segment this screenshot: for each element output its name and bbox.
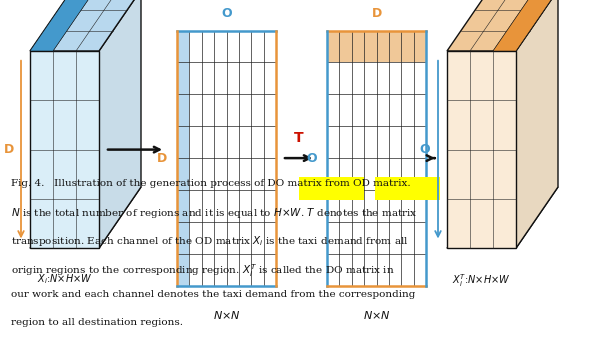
- Text: T: T: [293, 131, 304, 145]
- Text: transposition. Each channel of the OD matrix $X_i$ is the taxi demand from all: transposition. Each channel of the OD ma…: [11, 234, 409, 248]
- Polygon shape: [516, 0, 558, 248]
- Polygon shape: [447, 187, 558, 248]
- Polygon shape: [30, 51, 99, 248]
- Text: $N$$\times$$N$: $N$$\times$$N$: [362, 309, 391, 321]
- Text: $X_i^T$:$N$$\times$$H$$\times$$W$: $X_i^T$:$N$$\times$$H$$\times$$W$: [452, 272, 511, 289]
- Text: D: D: [157, 152, 167, 165]
- Polygon shape: [99, 0, 141, 248]
- Text: $X_i$:$N$$\times$$H$$\times$$W$: $X_i$:$N$$\times$$H$$\times$$W$: [37, 272, 92, 286]
- Text: D: D: [371, 7, 382, 20]
- Text: $N$$\times$$N$: $N$$\times$$N$: [212, 309, 241, 321]
- Text: our work and each channel denotes the taxi demand from the corresponding: our work and each channel denotes the ta…: [11, 290, 415, 299]
- Text: origin regions to the corresponding region. $X_i^T$ is called the DO matrix in: origin regions to the corresponding regi…: [11, 262, 394, 279]
- Text: O: O: [419, 143, 430, 156]
- Polygon shape: [493, 0, 558, 51]
- Polygon shape: [447, 51, 516, 248]
- Polygon shape: [30, 0, 95, 51]
- Bar: [327, 31, 426, 63]
- Text: O: O: [221, 7, 232, 20]
- Polygon shape: [447, 0, 558, 51]
- Text: region to all destination regions.: region to all destination regions.: [11, 318, 183, 327]
- Bar: [299, 177, 364, 200]
- Polygon shape: [30, 187, 141, 248]
- Text: Fig. 4.   Illustration of the generation process of DO matrix from OD matrix.: Fig. 4. Illustration of the generation p…: [11, 178, 410, 187]
- Text: $N$ is the total number of regions and it is equal to $H$$\times$$W$. $T$ denote: $N$ is the total number of regions and i…: [11, 206, 418, 220]
- Text: D: D: [4, 143, 14, 156]
- Polygon shape: [30, 0, 141, 51]
- Bar: [327, 31, 426, 286]
- Bar: [177, 31, 190, 286]
- Bar: [375, 177, 440, 200]
- Text: O: O: [307, 152, 317, 165]
- Bar: [177, 31, 276, 286]
